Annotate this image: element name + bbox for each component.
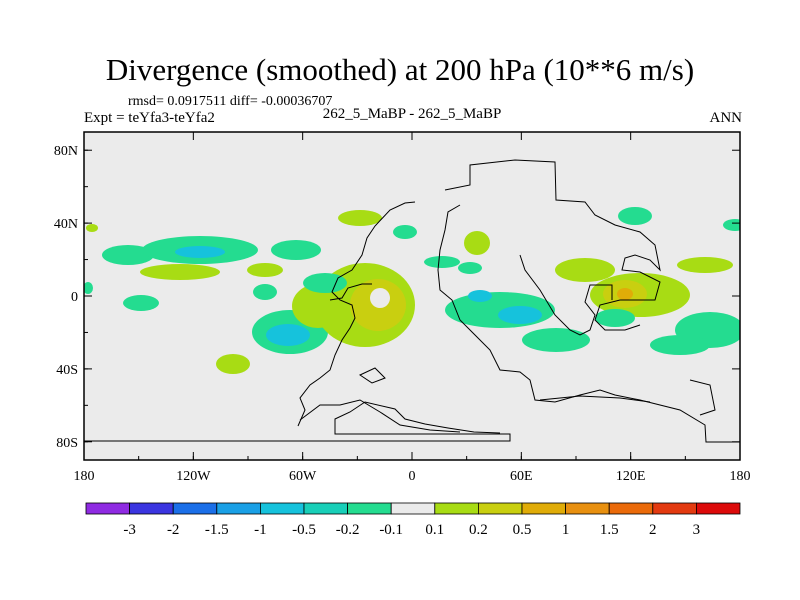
chart-title: Divergence (smoothed) at 200 hPa (10**6 … (105, 52, 695, 87)
colorbar-box (696, 502, 741, 515)
x-tick-label: 0 (409, 469, 416, 484)
x-tick-label: 180 (730, 469, 751, 484)
coastlines (84, 159, 740, 443)
colorbar-box (565, 502, 610, 515)
colorbar-box (85, 502, 130, 515)
colorbar-box (521, 502, 566, 515)
colorbar-label: 1.5 (600, 522, 619, 538)
y-tick-label: 40S (56, 363, 78, 378)
colorbar-box (259, 502, 305, 515)
y-tick-label: 80S (56, 436, 78, 451)
colorbar-label: 0.5 (513, 522, 532, 538)
colorbar-box (390, 502, 436, 515)
colorbar-label: 0.2 (469, 522, 488, 538)
colorbar-box (608, 502, 654, 515)
colorbar-label: 1 (562, 522, 570, 538)
colorbar-label: -2 (167, 522, 180, 538)
x-tick-label: 180 (74, 469, 95, 484)
y-tick-label: 80N (54, 144, 78, 159)
colorbar-label: -3 (123, 522, 136, 538)
colorbar-label: -0.1 (379, 522, 403, 538)
x-tick-label: 60E (510, 469, 533, 484)
stats-text: rmsd= 0.0917511 diff= -0.00036707 (128, 94, 333, 109)
colorbar-label: -1 (254, 522, 267, 538)
colorbar-box (652, 502, 697, 515)
colorbar-box (477, 502, 523, 515)
colorbar-box (216, 502, 261, 515)
colorbar-label: -0.2 (336, 522, 360, 538)
colorbar-box (172, 502, 218, 515)
y-tick-label: 40N (54, 217, 78, 232)
colorbar-label: 3 (693, 522, 701, 538)
experiment-label: Expt = teYfa3-teYfa2 (84, 110, 215, 126)
colorbar-box (129, 502, 174, 515)
divergence-field (84, 207, 740, 374)
case-label: 262_5_MaBP - 262_5_MaBP (322, 106, 502, 122)
season-label: ANN (709, 110, 743, 126)
y-tick-label: 0 (71, 290, 78, 305)
colorbar-label: 2 (649, 522, 657, 538)
x-tick-label: 60W (289, 469, 317, 484)
colorbar-box (303, 502, 348, 515)
colorbar: -3 -2 -1.5 -1 -0.5 -0.2 -0.1 0.1 0.2 0.5 1 1.5 2 3 (85, 502, 741, 538)
colorbar-box (434, 502, 479, 515)
x-axis: 180 120W 60W 0 60E 120E 180 (74, 132, 751, 484)
y-axis: 80N 40N 0 40S 80S (54, 144, 740, 451)
x-tick-label: 120W (176, 469, 211, 484)
x-tick-label: 120E (616, 469, 646, 484)
colorbar-label: -1.5 (205, 522, 229, 538)
colorbar-box (347, 502, 392, 515)
colorbar-label: -0.5 (292, 522, 316, 538)
colorbar-label: 0.1 (425, 522, 444, 538)
